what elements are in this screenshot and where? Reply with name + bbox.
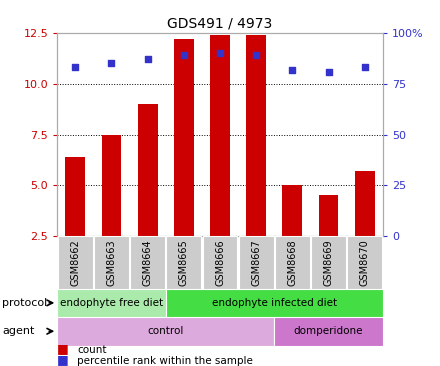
Bar (57, 289, 166, 317)
Bar (138, 104, 158, 236)
Bar (210, 35, 230, 236)
Bar (66, 157, 85, 236)
Point (108, 60, 115, 66)
Text: protocol: protocol (2, 298, 48, 308)
Bar (166, 289, 383, 317)
Point (361, 64, 368, 70)
Bar (275, 236, 310, 289)
Text: GSM8667: GSM8667 (251, 239, 261, 286)
Text: endophyte free diet: endophyte free diet (60, 298, 163, 308)
Text: GSM8669: GSM8669 (323, 239, 334, 286)
Point (180, 52, 187, 58)
Bar (347, 236, 382, 289)
Point (216, 51, 224, 56)
Point (144, 56, 151, 62)
Bar (203, 236, 237, 289)
Text: GSM8670: GSM8670 (360, 239, 370, 286)
Point (325, 68, 332, 74)
Bar (246, 35, 266, 236)
Text: ■: ■ (57, 353, 69, 366)
Text: GSM8665: GSM8665 (179, 239, 189, 286)
Text: endophyte infected diet: endophyte infected diet (212, 298, 337, 308)
Bar (57, 317, 274, 346)
Text: GSM8664: GSM8664 (143, 239, 153, 286)
Text: ■: ■ (57, 342, 69, 355)
Bar (58, 236, 93, 289)
Text: GSM8666: GSM8666 (215, 239, 225, 286)
Point (72, 64, 79, 70)
Point (253, 52, 260, 58)
Text: control: control (147, 326, 184, 336)
Text: GSM8662: GSM8662 (70, 239, 80, 286)
Bar (311, 236, 346, 289)
Text: count: count (77, 345, 106, 355)
Bar (355, 171, 375, 236)
Bar (166, 236, 201, 289)
Bar (174, 39, 194, 236)
Bar (94, 236, 129, 289)
Bar (130, 236, 165, 289)
Bar (319, 195, 338, 236)
Text: GSM8663: GSM8663 (106, 239, 117, 286)
Text: domperidone: domperidone (294, 326, 363, 336)
Text: agent: agent (2, 326, 35, 336)
Text: percentile rank within the sample: percentile rank within the sample (77, 356, 253, 366)
Text: GSM8668: GSM8668 (287, 239, 297, 286)
Bar (274, 317, 383, 346)
Bar (282, 185, 302, 236)
Bar (102, 135, 121, 236)
Point (289, 67, 296, 72)
Bar (239, 236, 274, 289)
Title: GDS491 / 4973: GDS491 / 4973 (167, 16, 273, 30)
